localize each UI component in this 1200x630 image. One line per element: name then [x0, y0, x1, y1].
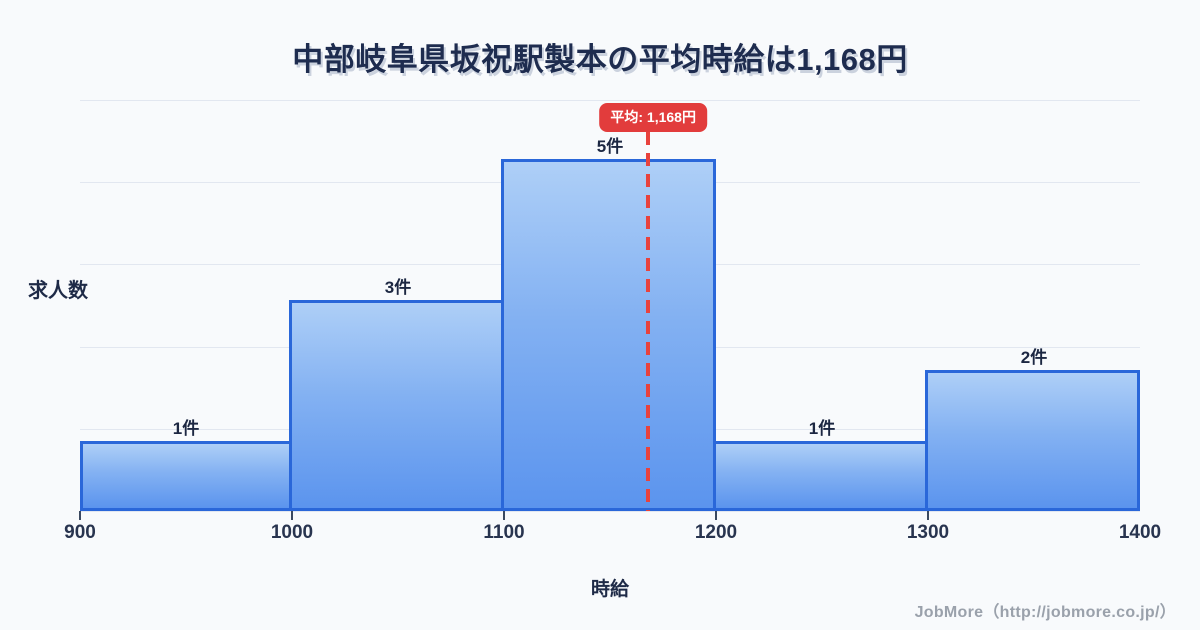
x-axis-tick-label: 1300 — [906, 522, 950, 543]
y-axis-label: 求人数 — [28, 280, 88, 302]
x-axis-tick — [503, 511, 505, 520]
bar-count-label: 1件 — [808, 419, 836, 438]
histogram-bar — [80, 441, 292, 511]
bar-count-label: 5件 — [596, 137, 624, 156]
histogram-bar — [289, 300, 504, 511]
x-axis-tick — [715, 511, 717, 520]
x-axis-tick — [79, 511, 81, 520]
x-axis-tick-label: 1100 — [483, 522, 525, 543]
bar-count-label: 1件 — [172, 419, 200, 438]
x-axis-tick-label: 900 — [64, 522, 96, 543]
x-axis-label: 時給 — [590, 579, 629, 600]
gridline — [80, 511, 1140, 512]
x-axis-tick-label: 1000 — [270, 522, 314, 543]
x-axis-tick-label: 1200 — [694, 522, 738, 543]
x-axis-tick — [927, 511, 929, 520]
histogram-bar — [501, 159, 716, 511]
footer-credit: JobMore（http://jobmore.co.jp/） — [914, 604, 1176, 621]
histogram-bar — [713, 441, 928, 511]
page-title: 中部岐阜県坂祝駅製本の平均時給は1,168円 — [292, 42, 908, 77]
gridline — [80, 100, 1140, 101]
histogram-bar — [925, 370, 1140, 511]
bar-count-label: 2件 — [1020, 348, 1048, 367]
average-line — [646, 132, 651, 511]
x-axis-tick-label: 1400 — [1118, 522, 1162, 543]
average-badge: 平均: 1,168円 — [599, 103, 707, 132]
x-axis-tick — [291, 511, 293, 520]
bar-count-label: 3件 — [384, 278, 412, 297]
